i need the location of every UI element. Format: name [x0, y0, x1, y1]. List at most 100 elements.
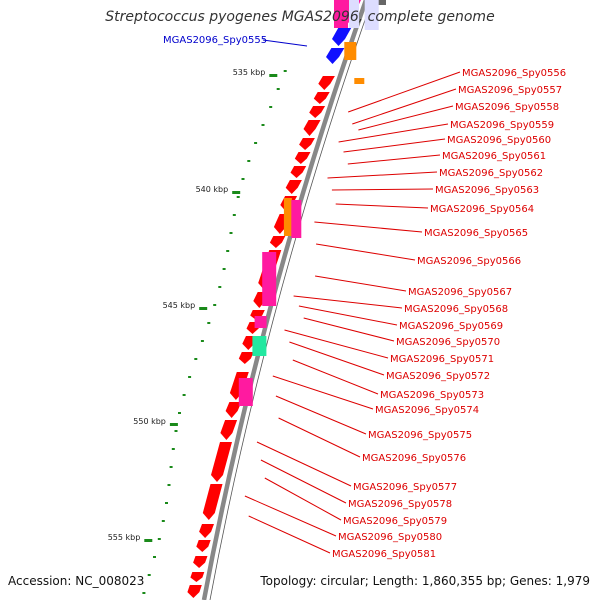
gene-label: MGAS2096_Spy0557 [458, 85, 562, 96]
gene-arrow [225, 402, 242, 418]
gc-dot [213, 304, 217, 306]
gene-arrow [220, 420, 238, 440]
label-leader [343, 138, 446, 153]
label-leader [298, 305, 398, 326]
gc-dots-layer [142, 70, 287, 594]
gc-dot [200, 340, 204, 342]
gene-label: MGAS2096_Spy0581 [332, 549, 436, 560]
gene-feature [354, 78, 365, 84]
label-leader [358, 105, 454, 131]
gc-dot [232, 214, 236, 216]
gene-label: MGAS2096_Spy0564 [430, 204, 534, 215]
gc-dot [241, 178, 245, 180]
gc-dot [226, 250, 230, 252]
gene-label: MGAS2096_Spy0562 [439, 168, 543, 179]
gc-dot [269, 106, 273, 108]
gene-arrow [299, 138, 315, 150]
label-leader [289, 341, 385, 376]
gene-label: MGAS2096_Spy0570 [396, 337, 500, 348]
gene-label: MGAS2096_Spy0559 [450, 120, 554, 131]
gene-label: MGAS2096_Spy0580 [338, 532, 442, 543]
label-leader [293, 295, 403, 309]
gc-dot [167, 484, 171, 486]
gene-arrow [313, 92, 330, 104]
gene-label: MGAS2096_Spy0579 [343, 516, 447, 527]
gene-arrow [193, 556, 208, 568]
gene-feature [252, 336, 267, 356]
label-leader [278, 417, 361, 458]
label-leader [248, 515, 331, 554]
gc-dot [229, 232, 233, 234]
gene-feature [291, 200, 302, 238]
label-leader [303, 317, 395, 342]
tick-mark [199, 307, 208, 310]
gc-dot [218, 286, 222, 288]
label-leader [347, 154, 441, 165]
gc-dot [188, 376, 192, 378]
label-leader [348, 71, 461, 113]
gc-dot [283, 70, 287, 72]
gene-label-left: MGAS2096_Spy0555 [163, 35, 267, 46]
backbone-edge [209, 0, 373, 600]
gc-dot [236, 196, 240, 198]
gene-feature [254, 316, 267, 328]
backbone-layer [201, 0, 386, 600]
label-leader [335, 203, 429, 209]
label-leader [260, 459, 347, 504]
label-leaders-layer [244, 39, 461, 554]
gene-label: MGAS2096_Spy0560 [447, 135, 551, 146]
gene-arrow [250, 310, 265, 320]
gc-dot [157, 538, 161, 540]
gc-dot [169, 466, 173, 468]
gene-arrow [202, 484, 223, 520]
gene-arrow [294, 152, 311, 164]
tick-mark [232, 191, 241, 194]
genome-summary-text: Topology: circular; Length: 1,860,355 bp… [260, 574, 590, 588]
gene-arrow [190, 572, 205, 582]
gc-dot [178, 412, 181, 414]
label-leader [327, 171, 438, 179]
gene-label: MGAS2096_Spy0561 [442, 151, 546, 162]
gene-feature [334, 0, 348, 28]
gc-dot [153, 556, 156, 558]
genes-layer [187, 0, 379, 598]
label-leader [275, 395, 367, 435]
gene-label: MGAS2096_Spy0566 [417, 256, 521, 267]
tick-label: 550 kbp [133, 417, 166, 426]
gene-arrow [285, 180, 302, 194]
label-leader [314, 221, 423, 233]
label-leader [284, 329, 389, 359]
gene-label: MGAS2096_Spy0563 [435, 185, 539, 196]
gene-arrow [211, 442, 232, 482]
gene-arrow [309, 106, 326, 118]
gene-arrow [187, 585, 202, 598]
ticks-layer: 535 kbp 540 kbp 545 kbp 550 kbp 555 kbp [108, 68, 278, 542]
gene-feature [349, 0, 359, 28]
gene-label: MGAS2096_Spy0565 [424, 228, 528, 239]
tick-label: 545 kbp [163, 301, 196, 310]
label-leader [338, 123, 449, 143]
gc-dot [171, 448, 175, 450]
gc-dot [142, 592, 146, 594]
gc-dot [222, 268, 226, 270]
gene-label: MGAS2096_Spy0574 [375, 405, 479, 416]
gc-dot [254, 142, 258, 144]
gene-labels-layer: MGAS2096_Spy0555 MGAS2096_Spy0556 MGAS2096… [163, 35, 566, 560]
tick-mark [169, 423, 178, 426]
gene-arrow [290, 166, 307, 178]
gene-label: MGAS2096_Spy0556 [462, 68, 566, 79]
tick-mark [269, 74, 278, 77]
gene-label: MGAS2096_Spy0578 [348, 499, 452, 510]
gene-feature [238, 378, 253, 406]
gene-feature [364, 0, 379, 30]
label-leader [272, 375, 374, 410]
gc-dot [207, 322, 211, 324]
tick-label: 555 kbp [108, 533, 141, 542]
tick-label: 540 kbp [196, 185, 229, 194]
gene-feature [344, 42, 357, 60]
gc-dot [194, 358, 198, 360]
label-leader [315, 275, 407, 292]
label-leader [316, 243, 416, 261]
